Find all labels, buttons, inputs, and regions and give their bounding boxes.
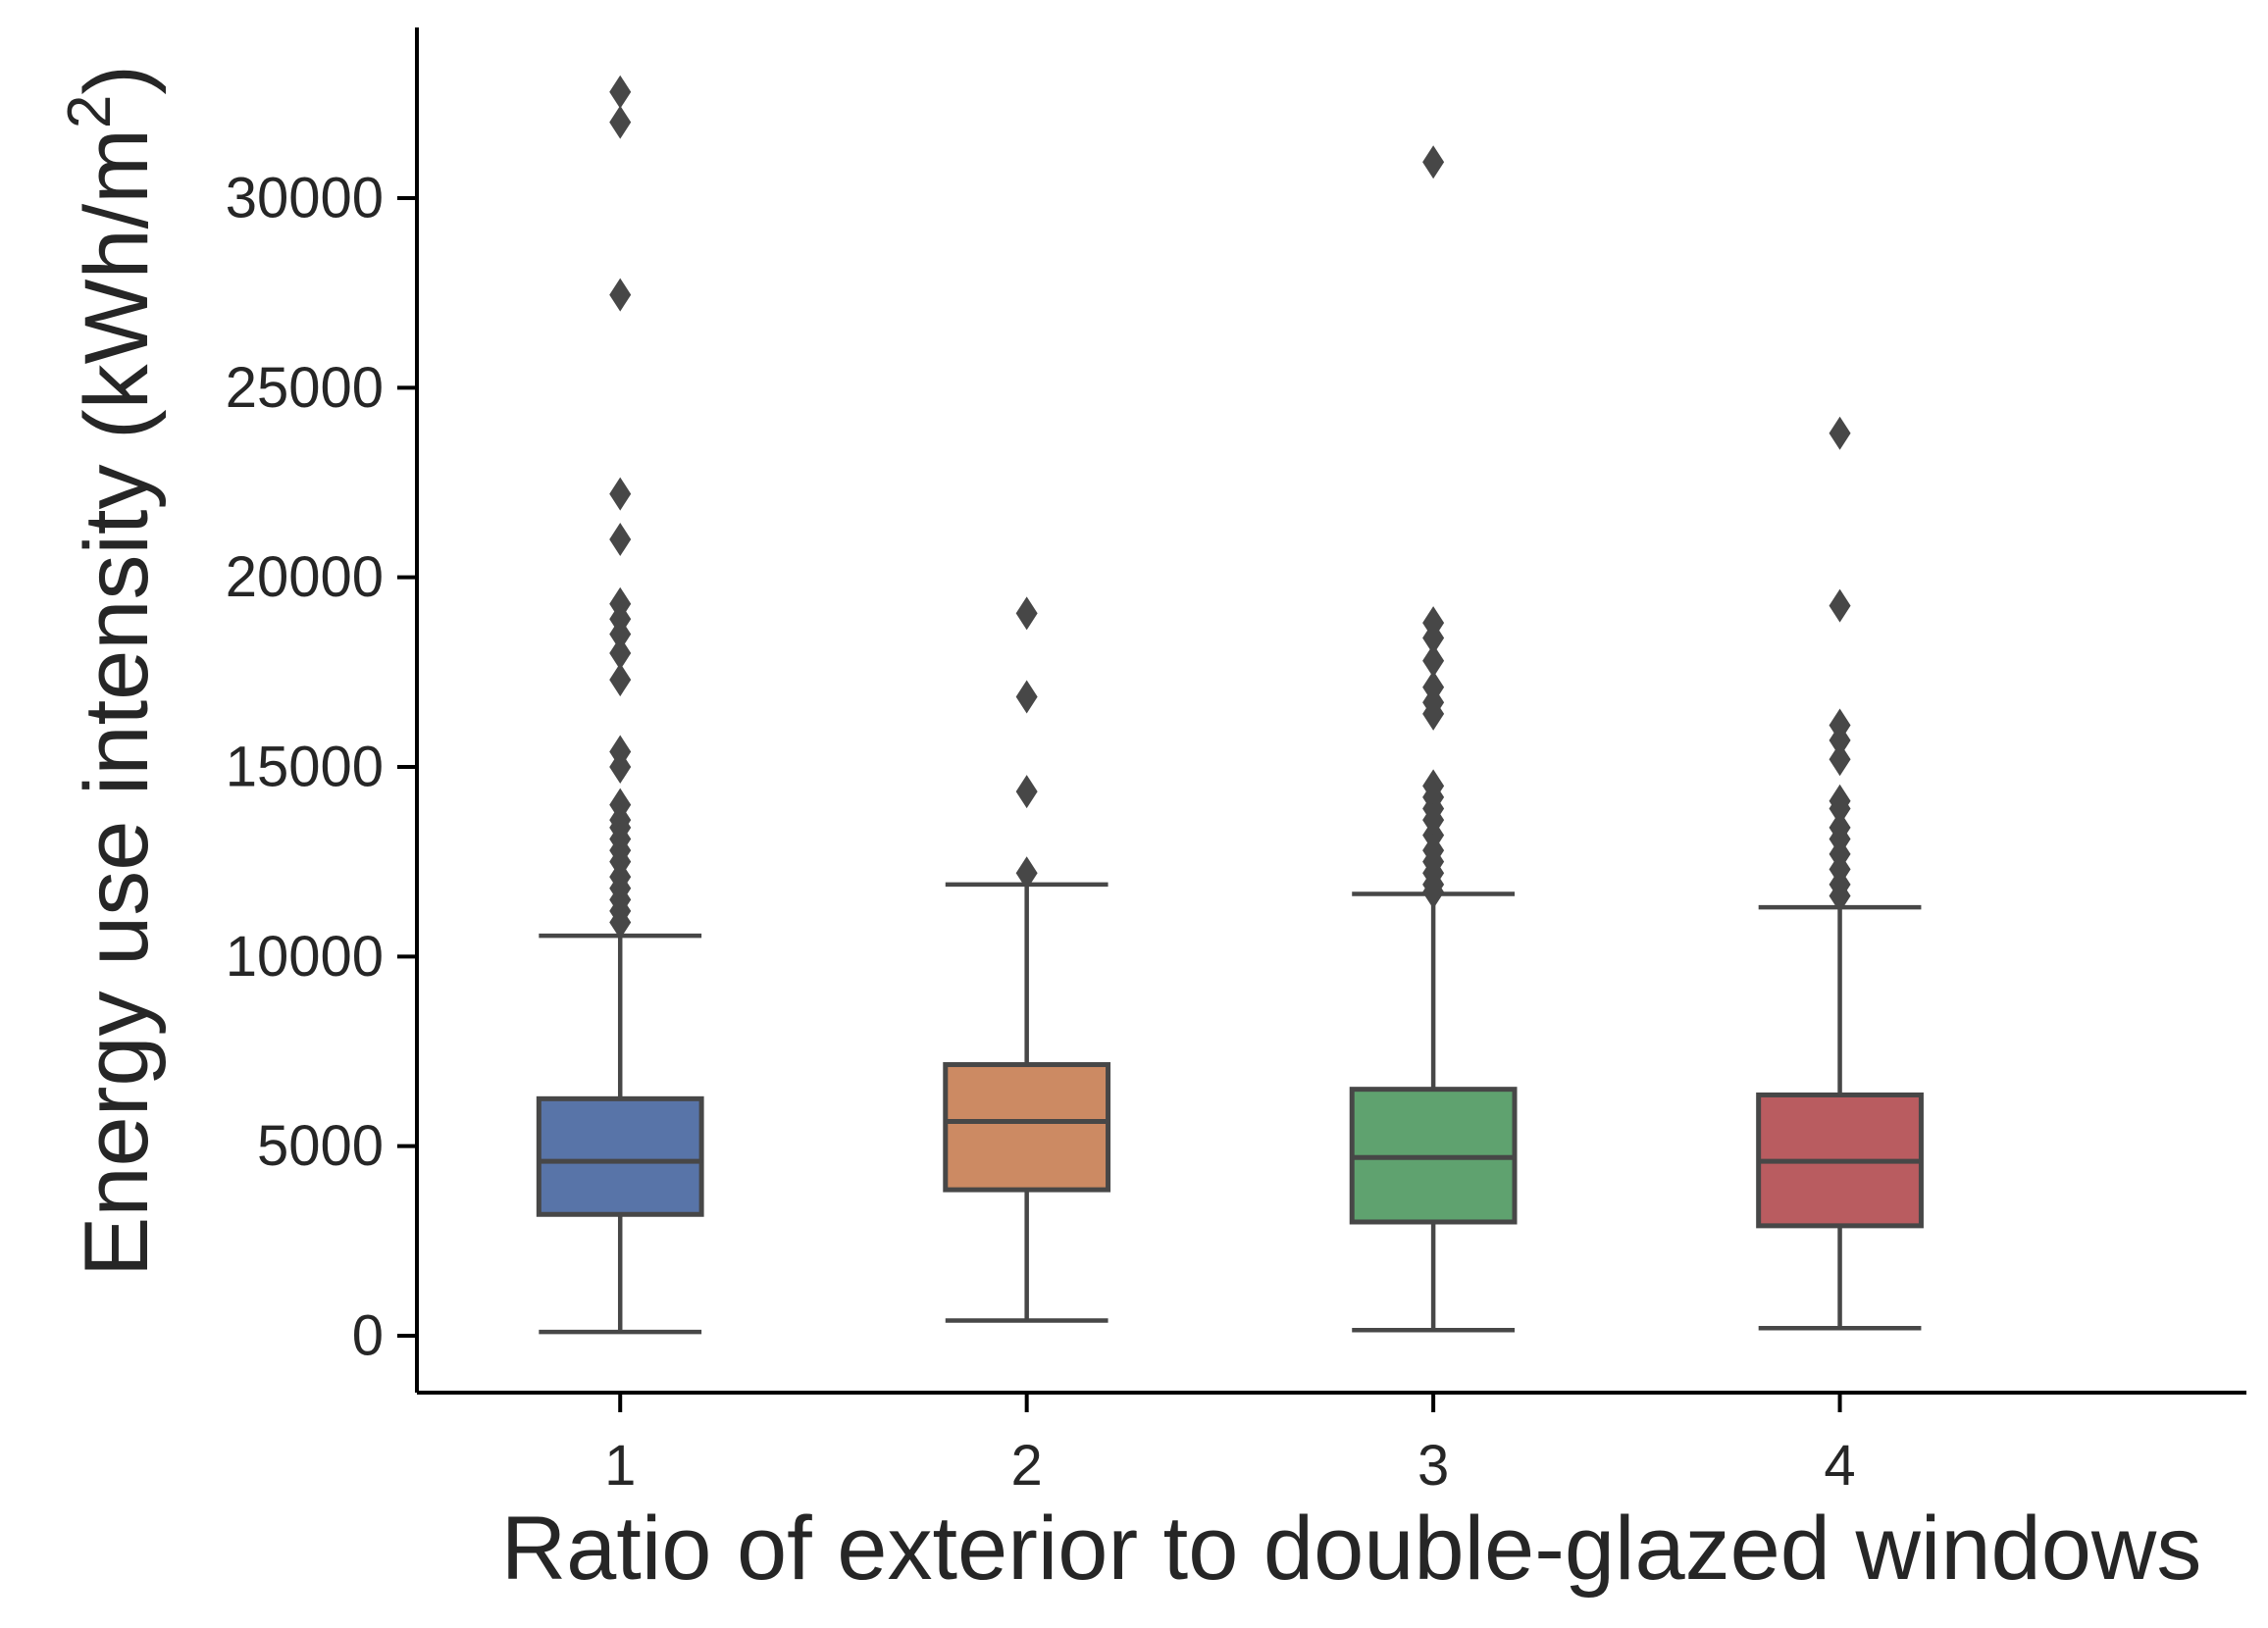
box-iqr <box>536 1095 704 1217</box>
outlier-point <box>1422 875 1445 909</box>
y-tick-label: 25000 <box>226 356 384 420</box>
outlier-point <box>1829 588 1851 623</box>
outlier-point <box>1422 145 1445 179</box>
x-tick-label: 1 <box>604 1434 636 1498</box>
x-tick-label: 2 <box>1011 1434 1043 1498</box>
x-tick-group: 1 2 3 4 <box>604 1393 1856 1498</box>
outlier-point <box>1422 621 1445 655</box>
y-axis-title: Energy use intensity (kWh/m2) <box>56 65 167 1277</box>
box-group-1 <box>536 75 704 1335</box>
outlier-point <box>1829 879 1851 913</box>
outlier-point <box>609 663 632 697</box>
outlier-point <box>1829 791 1851 826</box>
y-tick-label: 10000 <box>226 925 384 989</box>
y-tick-label: 5000 <box>257 1114 384 1178</box>
outlier-point <box>1422 696 1445 731</box>
outlier-point <box>609 636 632 670</box>
outlier-point <box>1015 680 1038 714</box>
y-tick-label: 0 <box>352 1304 384 1368</box>
y-tick-label: 20000 <box>226 545 384 609</box>
y-axis-title-main: Energy use intensity (kWh/m <box>67 128 167 1277</box>
outlier-point <box>1015 856 1038 890</box>
y-axis-title-suffix: ) <box>67 65 167 95</box>
outlier-point <box>1829 742 1851 777</box>
y-tick-label: 15000 <box>226 736 384 799</box>
box-group-3 <box>1349 145 1518 1333</box>
outlier-point <box>609 75 632 109</box>
axes-group <box>415 27 2246 1395</box>
outlier-point <box>609 105 632 139</box>
y-tick-group: 0 5000 10000 15000 20000 25000 30000 <box>226 167 417 1368</box>
x-axis-title: Ratio of exterior to double-glazed windo… <box>501 1499 2202 1599</box>
y-axis-title-superscript: 2 <box>56 95 124 128</box>
outlier-point <box>1829 723 1851 757</box>
box-iqr <box>943 1062 1111 1193</box>
outlier-point <box>1829 416 1851 450</box>
x-tick-label: 3 <box>1418 1434 1449 1498</box>
box-series-group <box>536 75 1924 1335</box>
outlier-point <box>1422 643 1445 678</box>
y-tick-label: 30000 <box>226 167 384 230</box>
outlier-point <box>609 278 632 312</box>
outlier-point <box>609 750 632 784</box>
outlier-point <box>609 477 632 511</box>
x-tick-label: 4 <box>1824 1434 1855 1498</box>
box-group-2 <box>943 596 1111 1323</box>
outlier-point <box>609 523 632 556</box>
box-group-4 <box>1756 416 1924 1331</box>
outlier-point <box>609 905 632 940</box>
outlier-point <box>609 617 632 651</box>
outlier-point <box>1015 775 1038 809</box>
outlier-point <box>1015 596 1038 631</box>
